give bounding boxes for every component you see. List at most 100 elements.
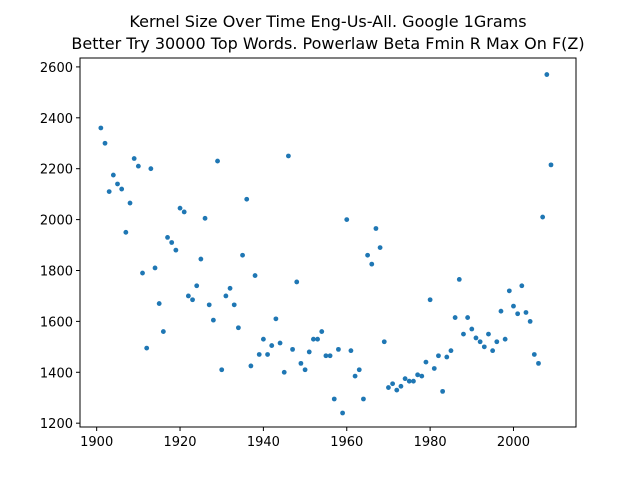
data-point [102, 140, 108, 146]
data-point [185, 293, 191, 299]
data-point [490, 348, 496, 354]
data-point [177, 205, 183, 211]
y-tick-label: 2600 [40, 61, 73, 76]
data-point [286, 153, 291, 159]
data-point [231, 302, 237, 308]
data-point [352, 373, 358, 379]
data-point [256, 352, 262, 357]
data-point [98, 125, 104, 131]
data-point [240, 252, 245, 258]
data-point [169, 240, 175, 245]
data-point [206, 302, 212, 308]
data-point [198, 256, 204, 262]
y-tick-label: 1200 [40, 417, 73, 432]
y-tick-label: 1600 [40, 315, 73, 330]
data-point [402, 376, 408, 382]
data-point [336, 346, 341, 352]
data-point [131, 156, 137, 161]
y-tick-label: 2200 [40, 163, 73, 178]
data-point [456, 277, 462, 282]
data-point [519, 283, 525, 289]
data-point [106, 189, 112, 195]
data-point [394, 387, 400, 393]
data-point [223, 293, 229, 299]
data-point [348, 348, 354, 354]
data-point [127, 200, 133, 206]
data-point [511, 303, 516, 309]
data-point [448, 348, 454, 354]
y-tick-label: 1800 [40, 264, 73, 279]
data-point [119, 186, 125, 192]
data-point [415, 372, 421, 378]
data-point [152, 265, 158, 271]
data-point [461, 331, 466, 337]
data-point [523, 310, 529, 315]
data-point [481, 344, 487, 350]
data-point [244, 196, 250, 202]
data-point [156, 301, 162, 306]
data-point [373, 226, 379, 231]
data-point [227, 285, 233, 291]
data-point [419, 373, 425, 379]
data-point [440, 388, 446, 394]
data-point [290, 346, 295, 352]
data-point [406, 378, 412, 384]
plot-area: 1900 1920 1940 1960 1980 2000 1200 1400 1600 180… [40, 57, 577, 450]
data-point [377, 245, 383, 250]
data-point [219, 367, 225, 373]
data-point [148, 166, 154, 172]
data-point [386, 385, 391, 390]
data-point [398, 383, 404, 389]
data-point [302, 367, 308, 373]
data-point [531, 352, 537, 357]
data-point [361, 396, 366, 402]
data-point [269, 343, 275, 348]
data-point [431, 366, 437, 371]
data-point [144, 345, 150, 351]
data-point [110, 172, 116, 178]
data-point [502, 336, 508, 342]
y-tick-label: 2000 [40, 214, 73, 229]
data-point [365, 252, 370, 258]
x-tick-label: 1900 [80, 435, 113, 450]
data-point [298, 360, 304, 366]
data-point [498, 308, 504, 314]
data-point [452, 315, 458, 320]
x-axis: 1900 1920 1940 1960 1980 2000 [80, 427, 530, 450]
data-point [215, 158, 220, 164]
data-point [444, 354, 450, 360]
data-point [277, 340, 283, 346]
y-axis: 1200 1400 1600 1800 2000 2200 2400 2600 [40, 61, 80, 432]
data-point [344, 217, 350, 222]
data-point [506, 288, 512, 294]
x-tick-label: 1920 [163, 435, 196, 450]
data-point [390, 381, 396, 387]
data-point [381, 339, 387, 345]
data-point [311, 336, 316, 342]
data-point [323, 353, 329, 359]
chart-subtitle: Better Try 30000 Top Words. Powerlaw Bet… [71, 34, 584, 53]
data-point [319, 329, 325, 334]
data-point [160, 329, 166, 334]
data-point [331, 396, 337, 402]
data-point [248, 363, 254, 369]
data-point [294, 279, 300, 285]
data-point [427, 297, 433, 303]
data-point [260, 336, 266, 342]
data-point [173, 247, 179, 253]
data-point [252, 273, 258, 278]
data-point [486, 331, 491, 337]
data-point [411, 378, 416, 384]
data-point [356, 367, 362, 373]
data-point [315, 336, 320, 342]
data-point [548, 162, 554, 168]
x-tick-label: 1980 [414, 435, 447, 450]
data-point [115, 181, 120, 187]
data-point [210, 317, 216, 323]
data-point [273, 316, 279, 322]
data-point [140, 270, 145, 276]
y-tick-label: 1400 [40, 366, 73, 381]
data-point [469, 326, 475, 332]
data-point [202, 215, 208, 221]
